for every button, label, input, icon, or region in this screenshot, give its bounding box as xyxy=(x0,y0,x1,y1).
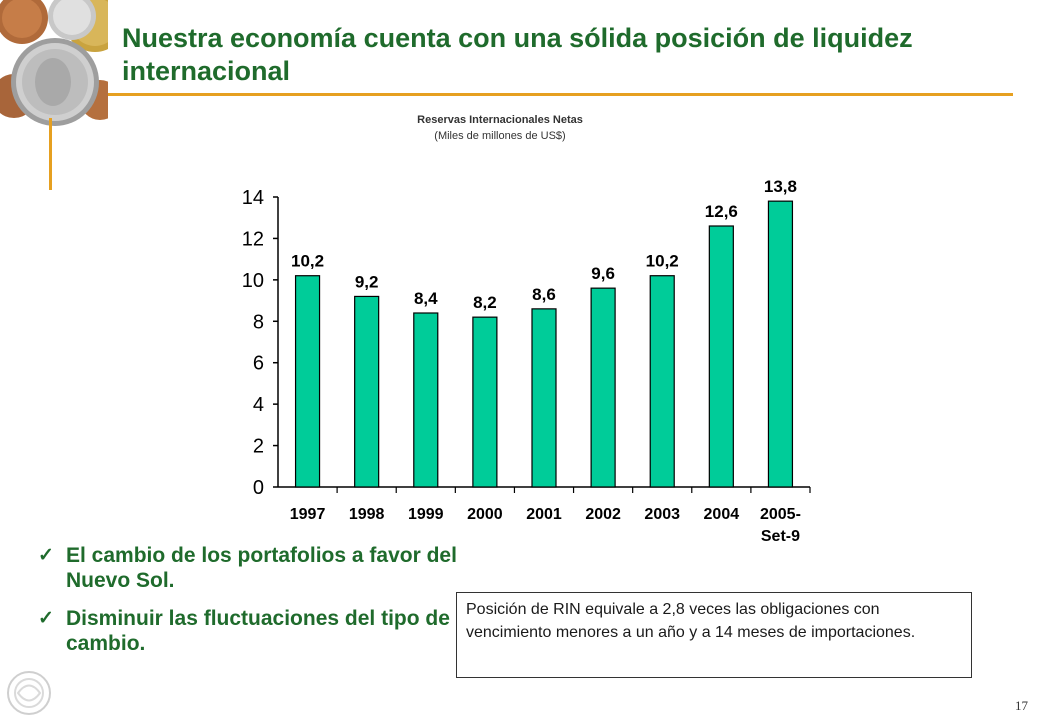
bar xyxy=(413,312,439,488)
bullet-text: Disminuir las fluctuaciones del tipo de … xyxy=(66,607,450,655)
bar xyxy=(708,225,734,488)
x-tick-label: 2001 xyxy=(526,506,562,523)
bullet-item: ✓ Disminuir las fluctuaciones del tipo d… xyxy=(38,606,458,656)
y-tick-label: 6 xyxy=(253,353,264,375)
bar xyxy=(590,287,616,488)
data-label: 13,8 xyxy=(764,177,797,196)
bar xyxy=(531,308,557,488)
bar xyxy=(649,275,675,488)
data-label: 10,2 xyxy=(646,252,679,271)
bar xyxy=(472,316,498,488)
x-tick-label: 1997 xyxy=(290,506,326,523)
x-tick-label: 2003 xyxy=(644,506,680,523)
chart-title: Reservas Internacionales Netas xyxy=(417,114,583,126)
page-number: 17 xyxy=(1015,698,1028,713)
bar xyxy=(354,295,380,488)
bullet-item: ✓ El cambio de los portafolios a favor d… xyxy=(38,543,458,593)
x-tick-label: 2004 xyxy=(704,506,740,523)
accent-vertical-line xyxy=(49,118,52,190)
title-underline xyxy=(108,93,1013,96)
bar xyxy=(767,200,794,488)
y-tick-label: 2 xyxy=(253,436,264,458)
bullet-list: ✓ El cambio de los portafolios a favor d… xyxy=(38,543,458,669)
data-label: 8,2 xyxy=(473,293,497,312)
bar xyxy=(294,275,321,488)
y-tick-label: 0 xyxy=(253,477,264,499)
y-tick-label: 12 xyxy=(242,228,264,250)
x-tick-label: 2005- xyxy=(760,506,801,523)
y-tick-label: 14 xyxy=(242,187,264,209)
data-label: 8,4 xyxy=(414,289,438,308)
y-tick-label: 8 xyxy=(253,311,264,333)
chart-subtitle: (Miles de millones de US$) xyxy=(434,130,566,142)
check-mark-icon: ✓ xyxy=(38,608,54,629)
check-mark-icon: ✓ xyxy=(38,545,54,566)
coins-image xyxy=(0,0,108,126)
y-tick-label: 4 xyxy=(253,394,264,416)
bank-logo-icon xyxy=(7,671,51,715)
note-box: Posición de RIN equivale a 2,8 veces las… xyxy=(456,592,972,678)
x-tick-label: 1998 xyxy=(349,506,385,523)
x-tick-label: 2000 xyxy=(467,506,503,523)
x-tick-label: 1999 xyxy=(408,506,444,523)
data-label: 12,6 xyxy=(705,202,738,221)
x-tick-label: Set-9 xyxy=(761,528,800,545)
data-label: 9,2 xyxy=(355,272,379,291)
bar-chart: 0 2 4 6 8 10 12 14 10,2 1997 9,2 1998 8,4 1999 8,2 2000… xyxy=(242,177,811,545)
data-label: 10,2 xyxy=(291,252,324,271)
data-label: 8,6 xyxy=(532,285,556,304)
x-tick-label: 2002 xyxy=(585,506,621,523)
data-label: 9,6 xyxy=(591,264,615,283)
slide-title: Nuestra economía cuenta con una sólida p… xyxy=(122,23,913,86)
bullet-text: El cambio de los portafolios a favor del… xyxy=(66,544,457,592)
y-tick-label: 10 xyxy=(242,270,264,292)
